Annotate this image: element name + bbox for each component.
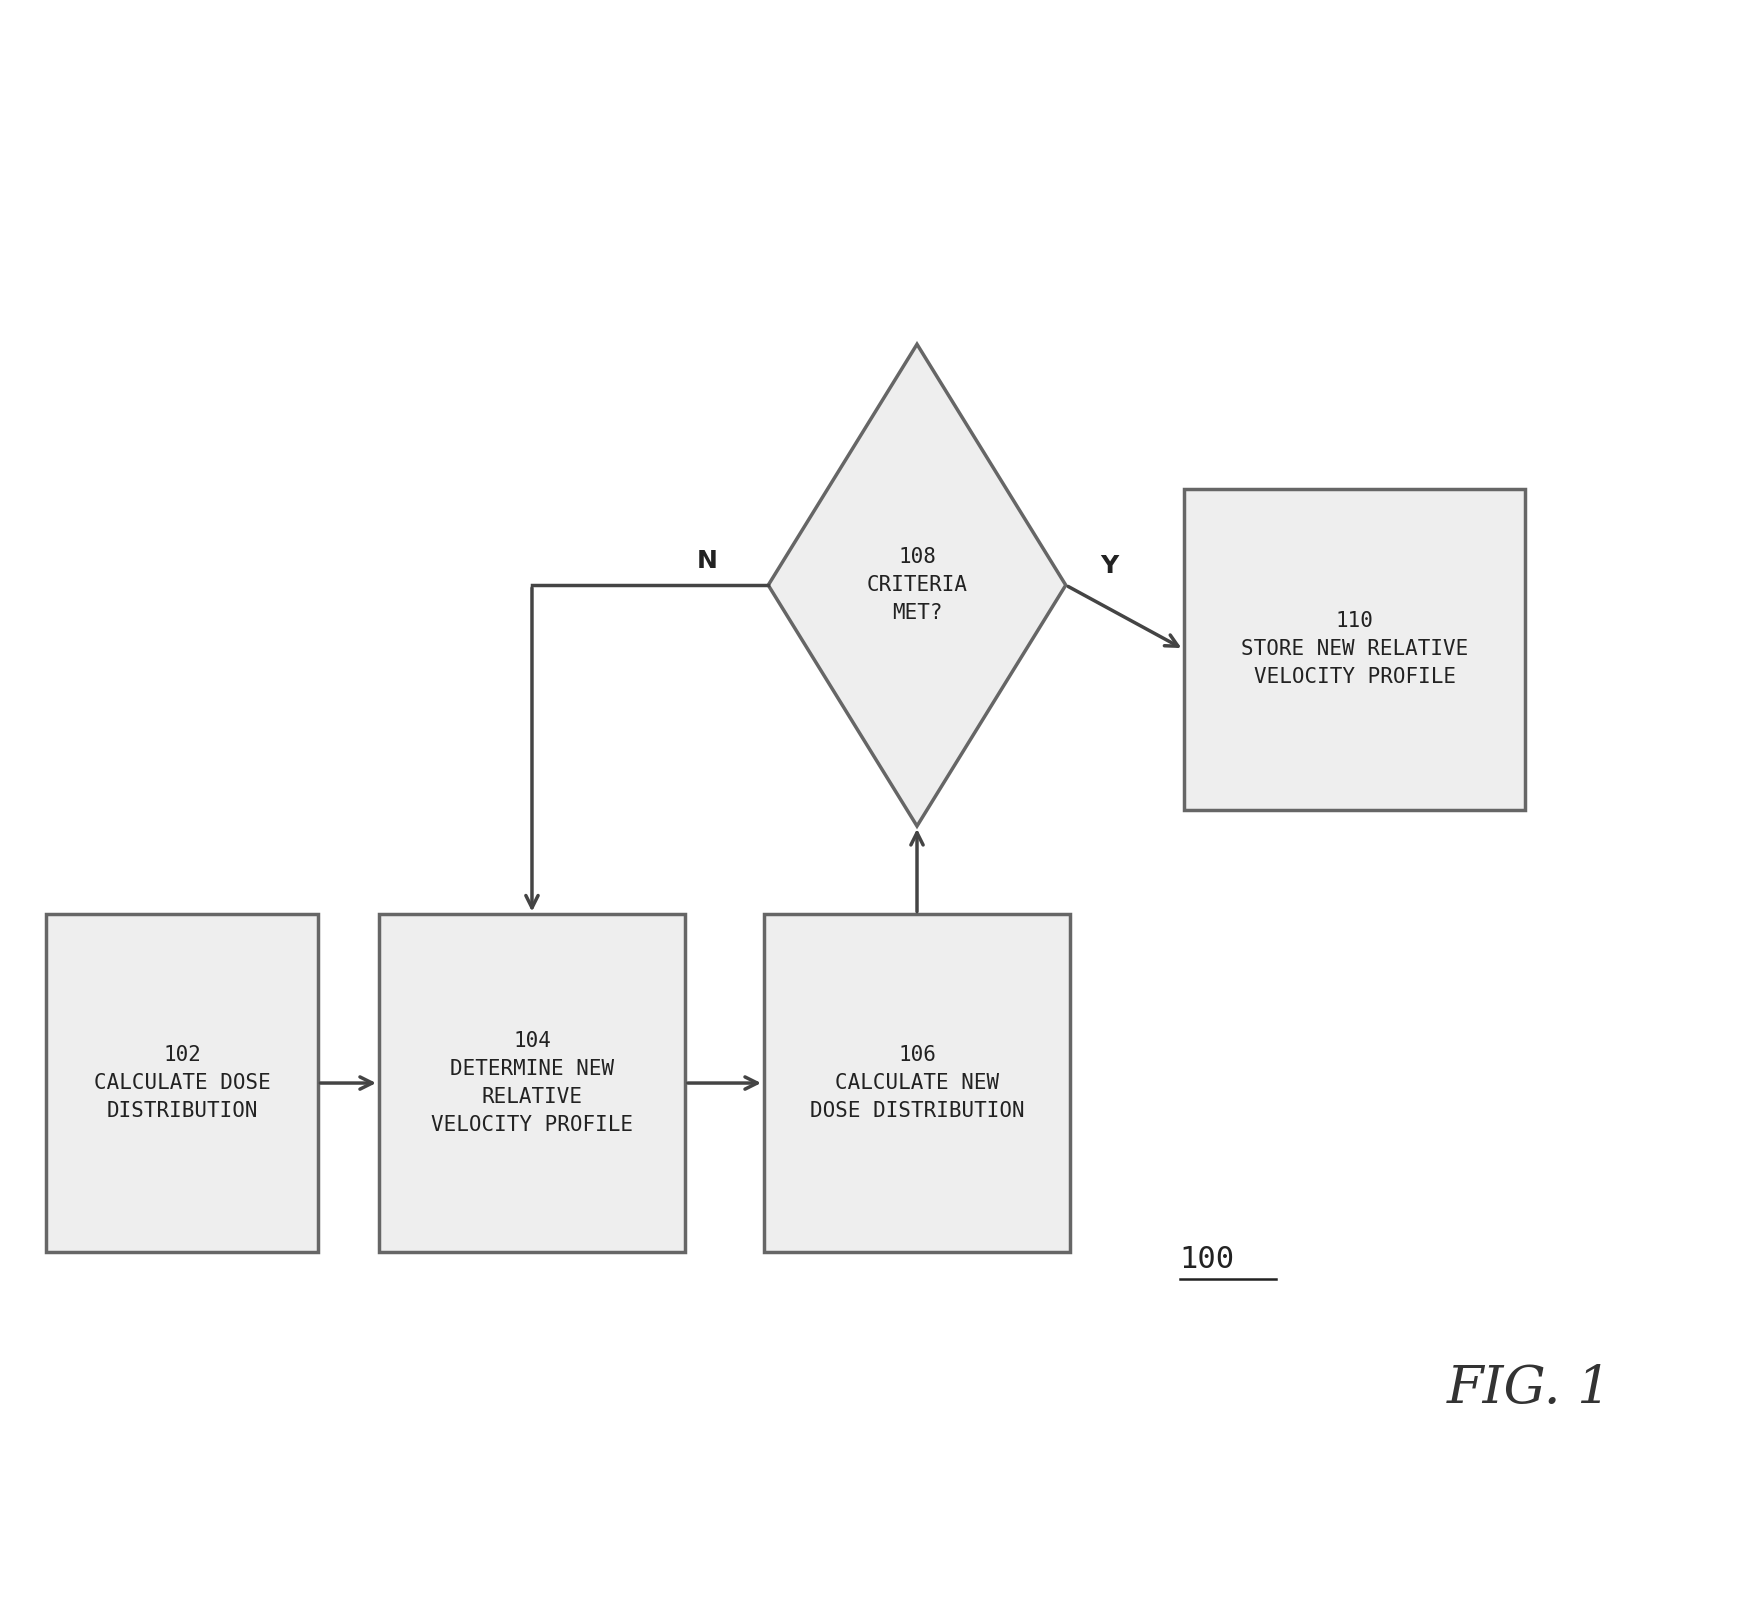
- Text: N: N: [697, 549, 718, 573]
- FancyBboxPatch shape: [379, 914, 684, 1252]
- Text: 104
DETERMINE NEW
RELATIVE
VELOCITY PROFILE: 104 DETERMINE NEW RELATIVE VELOCITY PROF…: [430, 1030, 633, 1136]
- FancyBboxPatch shape: [764, 914, 1071, 1252]
- FancyBboxPatch shape: [1184, 489, 1526, 810]
- Text: 106
CALCULATE NEW
DOSE DISTRIBUTION: 106 CALCULATE NEW DOSE DISTRIBUTION: [810, 1045, 1025, 1121]
- Text: 108
CRITERIA
MET?: 108 CRITERIA MET?: [866, 548, 967, 624]
- Text: 110
STORE NEW RELATIVE
VELOCITY PROFILE: 110 STORE NEW RELATIVE VELOCITY PROFILE: [1240, 611, 1468, 687]
- Text: 102
CALCULATE DOSE
DISTRIBUTION: 102 CALCULATE DOSE DISTRIBUTION: [93, 1045, 270, 1121]
- Polygon shape: [769, 343, 1065, 826]
- Text: FIG. 1: FIG. 1: [1446, 1362, 1612, 1414]
- FancyBboxPatch shape: [46, 914, 318, 1252]
- Text: 100: 100: [1180, 1246, 1235, 1275]
- Text: Y: Y: [1101, 554, 1118, 578]
